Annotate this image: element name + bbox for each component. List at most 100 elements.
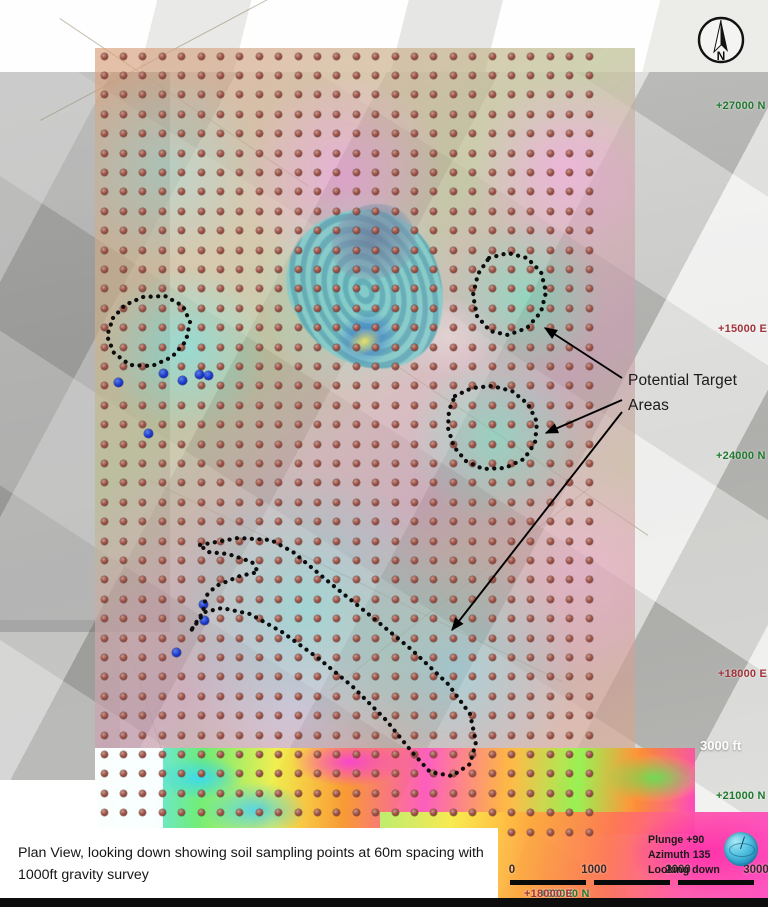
sample-point xyxy=(158,731,166,739)
sample-point xyxy=(275,615,283,623)
sample-point-highlighted xyxy=(177,375,187,385)
sample-point xyxy=(352,246,360,254)
sample-point xyxy=(158,52,166,60)
sample-point xyxy=(527,828,535,836)
sample-point xyxy=(352,712,360,720)
sample-point xyxy=(178,595,186,603)
sample-point xyxy=(469,71,477,79)
sample-point xyxy=(449,362,457,370)
sample-point xyxy=(100,498,108,506)
sample-point xyxy=(139,382,147,390)
sample-point xyxy=(100,712,108,720)
sample-point xyxy=(139,556,147,564)
sample-point xyxy=(507,750,515,758)
sample-point xyxy=(585,52,593,60)
scale-bar-segment xyxy=(510,880,586,885)
sample-point xyxy=(139,188,147,196)
sample-point xyxy=(119,421,127,429)
sample-point xyxy=(410,556,418,564)
sample-point xyxy=(430,518,438,526)
sample-point xyxy=(566,149,574,157)
sample-point xyxy=(488,789,496,797)
easting-label: +18000 E xyxy=(718,668,768,680)
sample-point xyxy=(197,227,205,235)
sample-point xyxy=(139,207,147,215)
sample-point xyxy=(255,479,263,487)
sample-point xyxy=(216,110,224,118)
sample-point xyxy=(255,518,263,526)
sample-point xyxy=(313,343,321,351)
sample-point xyxy=(313,634,321,642)
sample-point xyxy=(430,712,438,720)
sample-point xyxy=(119,537,127,545)
sample-point xyxy=(139,692,147,700)
sample-point xyxy=(119,149,127,157)
sample-point xyxy=(469,246,477,254)
sample-point xyxy=(216,556,224,564)
sample-point xyxy=(372,673,380,681)
sample-point xyxy=(546,770,554,778)
sample-point xyxy=(100,673,108,681)
sample-point xyxy=(100,770,108,778)
sample-point xyxy=(275,712,283,720)
sample-point xyxy=(410,692,418,700)
sample-point xyxy=(391,285,399,293)
sample-point xyxy=(391,595,399,603)
sample-point xyxy=(546,71,554,79)
sample-point xyxy=(372,91,380,99)
sample-point xyxy=(158,653,166,661)
sample-point xyxy=(255,750,263,758)
sample-point xyxy=(566,246,574,254)
sample-point xyxy=(352,168,360,176)
sample-point xyxy=(139,285,147,293)
sample-point xyxy=(139,789,147,797)
sample-point xyxy=(449,110,457,118)
sample-point xyxy=(294,595,302,603)
sample-point xyxy=(119,770,127,778)
sample-point xyxy=(333,421,341,429)
sample-point xyxy=(333,518,341,526)
sample-point xyxy=(100,692,108,700)
sample-point xyxy=(313,770,321,778)
sample-point xyxy=(333,440,341,448)
sample-point xyxy=(391,246,399,254)
sample-point xyxy=(352,401,360,409)
sample-point xyxy=(119,246,127,254)
sample-point xyxy=(352,673,360,681)
sample-point xyxy=(546,227,554,235)
sample-point xyxy=(139,401,147,409)
sample-point xyxy=(139,750,147,758)
sample-point xyxy=(236,556,244,564)
sample-point xyxy=(391,498,399,506)
sample-point xyxy=(100,634,108,642)
sample-point xyxy=(469,692,477,700)
sample-point xyxy=(566,265,574,273)
sample-point xyxy=(119,731,127,739)
sample-point xyxy=(333,246,341,254)
sample-point xyxy=(527,52,535,60)
sample-point xyxy=(430,52,438,60)
sample-point xyxy=(313,207,321,215)
sample-point xyxy=(275,71,283,79)
sample-point xyxy=(469,149,477,157)
sample-point xyxy=(449,188,457,196)
sample-point xyxy=(391,421,399,429)
sample-point xyxy=(430,731,438,739)
sample-point xyxy=(352,789,360,797)
sample-point xyxy=(313,110,321,118)
sample-point xyxy=(585,188,593,196)
sample-point xyxy=(391,52,399,60)
sample-point xyxy=(119,692,127,700)
sample-point xyxy=(391,479,399,487)
sample-point xyxy=(119,207,127,215)
sample-point xyxy=(507,246,515,254)
sample-point xyxy=(255,459,263,467)
sample-point xyxy=(352,459,360,467)
sample-point xyxy=(333,304,341,312)
sample-point xyxy=(236,421,244,429)
sample-point xyxy=(333,343,341,351)
sample-point xyxy=(216,421,224,429)
sample-point xyxy=(255,789,263,797)
sample-point xyxy=(255,91,263,99)
sample-point xyxy=(275,227,283,235)
